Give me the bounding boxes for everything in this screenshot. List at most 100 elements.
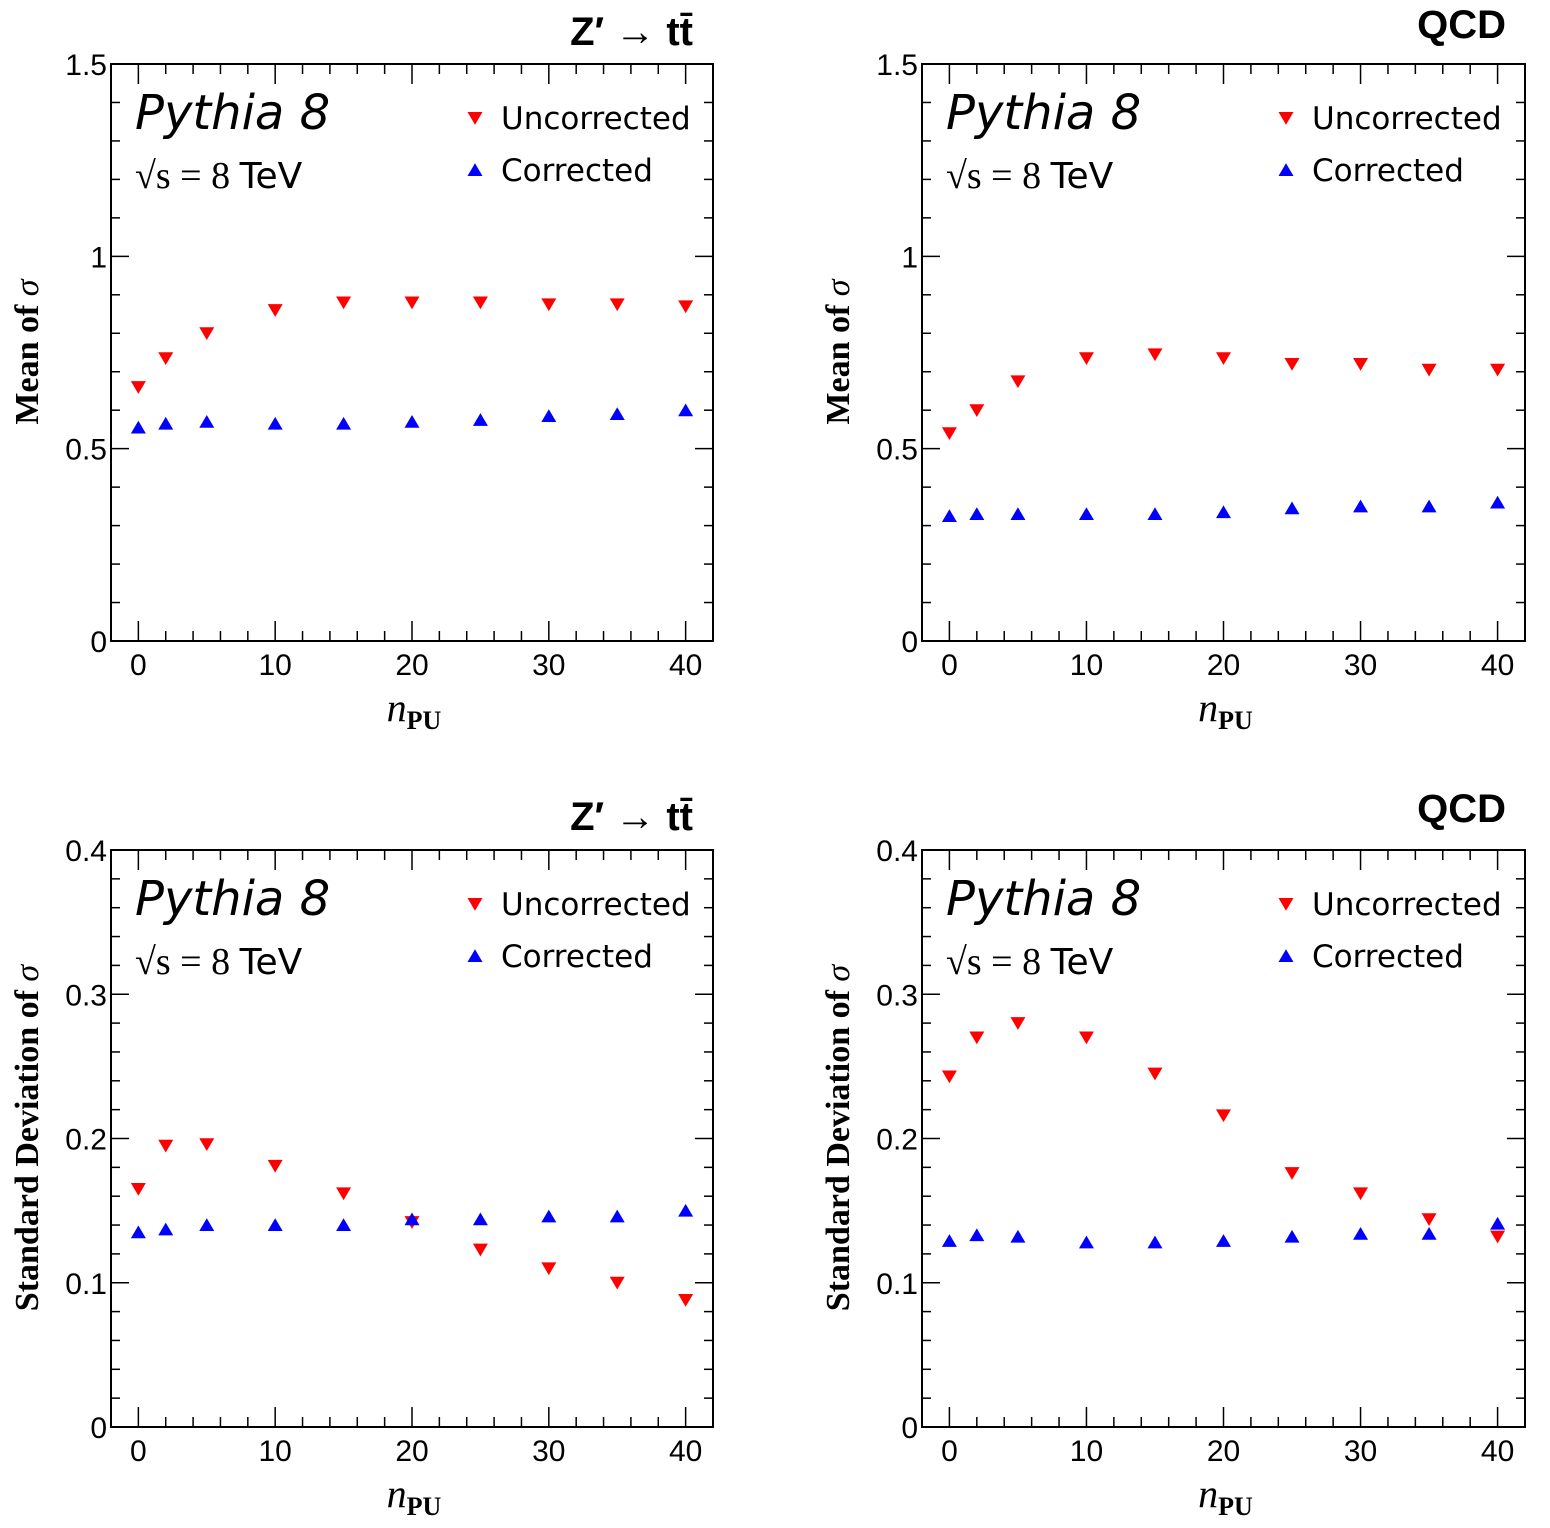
x-axis-label: nPU bbox=[1198, 685, 1253, 735]
data-point bbox=[130, 381, 146, 394]
data-point bbox=[336, 1218, 352, 1232]
y-ticks bbox=[111, 63, 713, 642]
y-tick-label: 0.4 bbox=[876, 835, 918, 868]
series-uncorrected bbox=[941, 348, 1506, 441]
y-tick-label: 0 bbox=[901, 1412, 918, 1445]
generator-label: Pythia 8 bbox=[946, 871, 1141, 927]
x-tick-label: 20 bbox=[395, 649, 428, 682]
x-tick-label: 10 bbox=[258, 649, 291, 682]
data-point bbox=[609, 1209, 625, 1223]
data-point bbox=[609, 1276, 625, 1290]
data-point bbox=[130, 1225, 146, 1239]
y-axis-label: Mean of σ bbox=[9, 278, 46, 424]
x-tick-label: 40 bbox=[1481, 1435, 1514, 1468]
y-tick-label: 0.1 bbox=[65, 1268, 107, 1301]
data-point bbox=[404, 414, 420, 428]
data-point bbox=[678, 300, 694, 314]
data-point bbox=[267, 1159, 283, 1173]
x-axis-label: nPU bbox=[387, 685, 442, 735]
x-tick-label: 20 bbox=[395, 1435, 428, 1468]
y-tick-label: 0.3 bbox=[876, 979, 918, 1012]
x-axis-label: nPU bbox=[1198, 1471, 1253, 1521]
legend: Uncorrected Corrected bbox=[467, 887, 691, 975]
legend-label: Uncorrected bbox=[1312, 101, 1502, 137]
data-point bbox=[472, 413, 488, 426]
data-point bbox=[1010, 507, 1026, 521]
generator-label: Pythia 8 bbox=[135, 85, 330, 141]
energy-label: √s = 8 TeV bbox=[946, 941, 1114, 983]
chart-panel-1: 0 10 20 30 40 0 0.5 1 1.5 Z′ → tt̄ nPU Mean of σ Pyt… bbox=[9, 10, 714, 735]
legend-marker bbox=[1278, 949, 1294, 962]
legend-label: Corrected bbox=[501, 153, 653, 189]
y-tick-label: 0.2 bbox=[876, 1124, 918, 1157]
data-point bbox=[1490, 363, 1506, 377]
legend-marker bbox=[467, 898, 483, 911]
data-point bbox=[678, 1203, 694, 1217]
data-point bbox=[1216, 352, 1231, 366]
data-point bbox=[1216, 1234, 1231, 1247]
data-point bbox=[1147, 348, 1163, 362]
x-tick-label: 20 bbox=[1207, 1435, 1240, 1468]
data-point bbox=[1284, 358, 1300, 371]
data-point bbox=[941, 509, 957, 522]
legend-label: Corrected bbox=[1312, 153, 1464, 189]
x-tick-label: 30 bbox=[532, 649, 565, 682]
data-point bbox=[472, 1212, 488, 1226]
data-point bbox=[969, 507, 985, 521]
data-point bbox=[199, 327, 215, 341]
data-point bbox=[1078, 352, 1094, 366]
x-tick-label: 30 bbox=[1344, 649, 1377, 682]
chart-panel-4: 0 10 20 30 40 0 0.1 0.2 0.3 0.4 QCD nPU Standard Dev… bbox=[820, 787, 1526, 1521]
y-tick-label: 0.3 bbox=[65, 979, 107, 1012]
y-tick-label: 0 bbox=[90, 1412, 107, 1445]
process-title: QCD bbox=[1417, 787, 1506, 831]
data-point bbox=[1078, 1235, 1094, 1249]
data-point bbox=[541, 298, 557, 312]
chart-panel-3: 0 10 20 30 40 0 0.1 0.2 0.3 0.4 Z′ → tt̄ nPU Standar… bbox=[9, 795, 714, 1521]
legend-label: Corrected bbox=[1312, 939, 1464, 975]
data-point bbox=[1421, 1213, 1437, 1227]
data-point bbox=[267, 1218, 283, 1232]
series-corrected bbox=[130, 403, 694, 434]
data-point bbox=[969, 1031, 985, 1045]
data-point bbox=[1147, 1235, 1163, 1249]
data-point bbox=[199, 1138, 215, 1152]
data-point bbox=[336, 416, 352, 430]
y-tick-label: 0 bbox=[901, 626, 918, 659]
data-point bbox=[472, 296, 488, 310]
data-point bbox=[404, 1212, 420, 1226]
energy-label: √s = 8 TeV bbox=[135, 941, 303, 983]
legend-marker bbox=[467, 163, 483, 176]
data-point bbox=[541, 409, 557, 422]
x-ticks bbox=[137, 64, 687, 641]
x-tick-label: 40 bbox=[669, 649, 702, 682]
x-tick-label: 0 bbox=[130, 649, 147, 682]
data-point bbox=[1353, 358, 1369, 371]
data-point bbox=[1010, 1229, 1026, 1243]
x-tick-label: 20 bbox=[1207, 649, 1240, 682]
data-point bbox=[1353, 1187, 1369, 1201]
plot-frame bbox=[110, 63, 714, 642]
data-point bbox=[267, 416, 283, 430]
data-point bbox=[541, 1209, 557, 1223]
legend-marker bbox=[1278, 163, 1294, 176]
x-tick-label: 10 bbox=[258, 1435, 291, 1468]
data-point bbox=[1421, 499, 1437, 513]
data-point bbox=[941, 1070, 957, 1084]
data-point bbox=[158, 1139, 174, 1153]
data-point bbox=[1010, 1017, 1026, 1030]
y-tick-label: 1 bbox=[90, 241, 107, 274]
data-point bbox=[609, 407, 625, 421]
data-point bbox=[1490, 1230, 1506, 1244]
y-axis-label: Mean of σ bbox=[820, 278, 857, 424]
data-point bbox=[130, 420, 146, 434]
data-point bbox=[1490, 495, 1506, 509]
y-tick-label: 1 bbox=[901, 241, 918, 274]
data-point bbox=[941, 427, 957, 441]
data-point bbox=[1147, 507, 1163, 521]
chart-panel-2: 0 10 20 30 40 0 0.5 1 1.5 QCD nPU Mean of σ Pythia 8… bbox=[820, 3, 1526, 735]
series-uncorrected bbox=[130, 296, 694, 394]
data-point bbox=[969, 1228, 985, 1242]
data-point bbox=[199, 414, 215, 428]
data-point bbox=[969, 404, 985, 417]
